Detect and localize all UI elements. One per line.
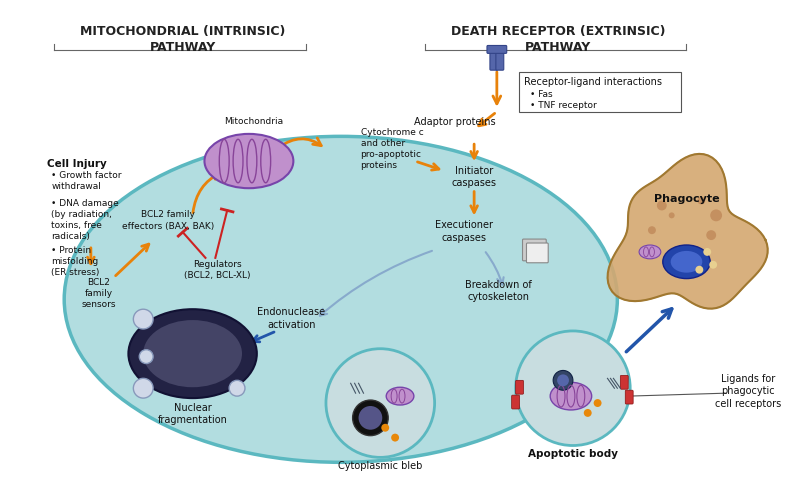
Polygon shape <box>608 154 768 309</box>
FancyBboxPatch shape <box>516 380 524 394</box>
Ellipse shape <box>663 245 710 279</box>
Circle shape <box>669 212 674 219</box>
Ellipse shape <box>204 134 294 188</box>
Text: Breakdown of
cytoskeleton: Breakdown of cytoskeleton <box>466 280 532 302</box>
Text: • Protein
misfolding
(ER stress): • Protein misfolding (ER stress) <box>51 246 100 277</box>
Text: Mitochondria: Mitochondria <box>225 118 283 126</box>
Text: Ligands for
phagocytic
cell receptors: Ligands for phagocytic cell receptors <box>714 374 781 409</box>
Circle shape <box>709 261 717 269</box>
Ellipse shape <box>143 320 242 387</box>
Ellipse shape <box>550 382 592 410</box>
Text: BCL2
family
sensors: BCL2 family sensors <box>82 278 116 309</box>
Circle shape <box>703 248 711 256</box>
Text: Initiator
caspases: Initiator caspases <box>451 166 497 188</box>
Circle shape <box>133 378 153 398</box>
FancyBboxPatch shape <box>620 375 628 389</box>
FancyBboxPatch shape <box>519 72 681 112</box>
Text: Phagocyte: Phagocyte <box>654 194 719 203</box>
Circle shape <box>229 380 245 396</box>
Circle shape <box>352 400 389 436</box>
Text: Executioner
caspases: Executioner caspases <box>435 220 493 243</box>
Text: BCL2 family
effectors (BAX, BAK): BCL2 family effectors (BAX, BAK) <box>122 210 214 230</box>
Text: • DNA damage
(by radiation,
toxins, free
radicals): • DNA damage (by radiation, toxins, free… <box>51 198 119 241</box>
Circle shape <box>648 226 656 234</box>
Text: Apoptotic body: Apoptotic body <box>528 449 618 460</box>
Text: Receptor-ligand interactions: Receptor-ligand interactions <box>524 77 662 87</box>
Text: • Growth factor
withdrawal: • Growth factor withdrawal <box>51 171 122 191</box>
Text: MITOCHONDRIAL (INTRINSIC)
PATHWAY: MITOCHONDRIAL (INTRINSIC) PATHWAY <box>80 24 286 54</box>
FancyBboxPatch shape <box>626 390 633 404</box>
Circle shape <box>657 200 666 210</box>
FancyBboxPatch shape <box>523 239 546 261</box>
Circle shape <box>593 399 601 407</box>
Circle shape <box>359 406 382 430</box>
Text: • Fas: • Fas <box>531 90 553 99</box>
Circle shape <box>710 209 722 221</box>
Circle shape <box>553 370 573 390</box>
Circle shape <box>391 434 399 441</box>
Text: Nuclear
fragmentation: Nuclear fragmentation <box>158 403 228 425</box>
Circle shape <box>382 424 389 432</box>
Circle shape <box>139 350 153 364</box>
Circle shape <box>133 309 153 329</box>
FancyBboxPatch shape <box>496 47 504 70</box>
Circle shape <box>697 196 705 204</box>
Text: Cell Injury: Cell Injury <box>47 159 108 169</box>
Circle shape <box>557 374 569 386</box>
Text: DEATH RECEPTOR (EXTRINSIC)
PATHWAY: DEATH RECEPTOR (EXTRINSIC) PATHWAY <box>451 24 666 54</box>
Text: Endonuclease
activation: Endonuclease activation <box>257 307 326 330</box>
Text: • TNF receptor: • TNF receptor <box>531 101 597 110</box>
FancyBboxPatch shape <box>487 46 507 53</box>
Text: Adaptor proteins: Adaptor proteins <box>414 117 495 126</box>
FancyBboxPatch shape <box>527 243 548 263</box>
Circle shape <box>696 266 703 273</box>
Circle shape <box>516 331 630 445</box>
Ellipse shape <box>129 309 257 398</box>
Text: Cytoplasmic bleb: Cytoplasmic bleb <box>338 461 422 471</box>
Circle shape <box>706 230 716 240</box>
Circle shape <box>326 349 435 457</box>
Ellipse shape <box>386 387 414 405</box>
Text: Regulators
(BCL2, BCL-XL): Regulators (BCL2, BCL-XL) <box>184 260 250 280</box>
Ellipse shape <box>639 245 661 259</box>
FancyBboxPatch shape <box>490 47 498 70</box>
FancyBboxPatch shape <box>512 395 520 409</box>
Text: Cytochrome c
and other
pro-apoptotic
proteins: Cytochrome c and other pro-apoptotic pro… <box>360 128 423 171</box>
Circle shape <box>584 409 592 417</box>
Ellipse shape <box>670 251 703 272</box>
Ellipse shape <box>64 136 617 462</box>
